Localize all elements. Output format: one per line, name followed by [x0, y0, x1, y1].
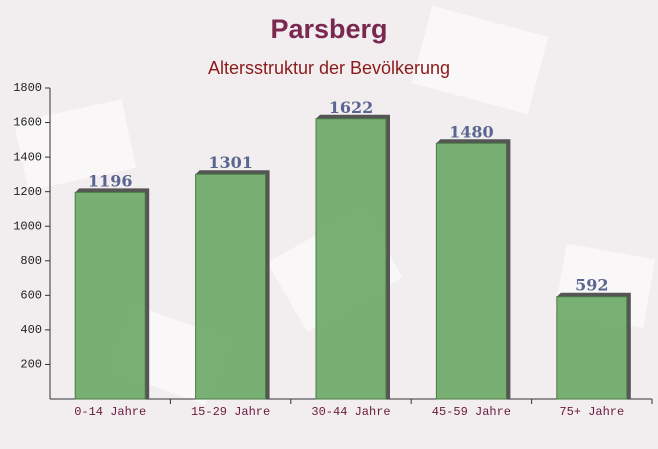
y-tick-label: 800 [20, 254, 42, 268]
value-label: 1196 [88, 171, 133, 190]
value-label: 592 [575, 276, 608, 295]
y-tick-label: 1800 [13, 81, 42, 95]
bar [556, 296, 628, 400]
y-tick-label: 1600 [13, 116, 42, 130]
bar [315, 118, 387, 400]
bar [74, 191, 146, 400]
value-label: 1301 [208, 153, 253, 172]
bar [195, 173, 267, 400]
y-tick-label: 600 [20, 289, 42, 303]
y-tick-label: 1400 [13, 150, 42, 164]
bar [435, 142, 507, 400]
y-tick-label: 400 [20, 323, 42, 337]
y-tick-label: 200 [20, 358, 42, 372]
chart-title: Parsberg [270, 14, 387, 44]
chart-subtitle: Altersstruktur der Bevölkerung [208, 58, 450, 78]
y-tick-label: 1000 [13, 219, 42, 233]
y-tick-label: 1200 [13, 185, 42, 199]
value-label: 1480 [449, 122, 494, 141]
x-tick-label: 30-44 Jahre [311, 405, 390, 419]
x-tick-label: 45-59 Jahre [432, 405, 511, 419]
x-tick-label: 0-14 Jahre [74, 405, 146, 419]
x-tick-label: 75+ Jahre [559, 405, 624, 419]
x-tick-label: 15-29 Jahre [191, 405, 270, 419]
value-label: 1622 [329, 98, 374, 117]
